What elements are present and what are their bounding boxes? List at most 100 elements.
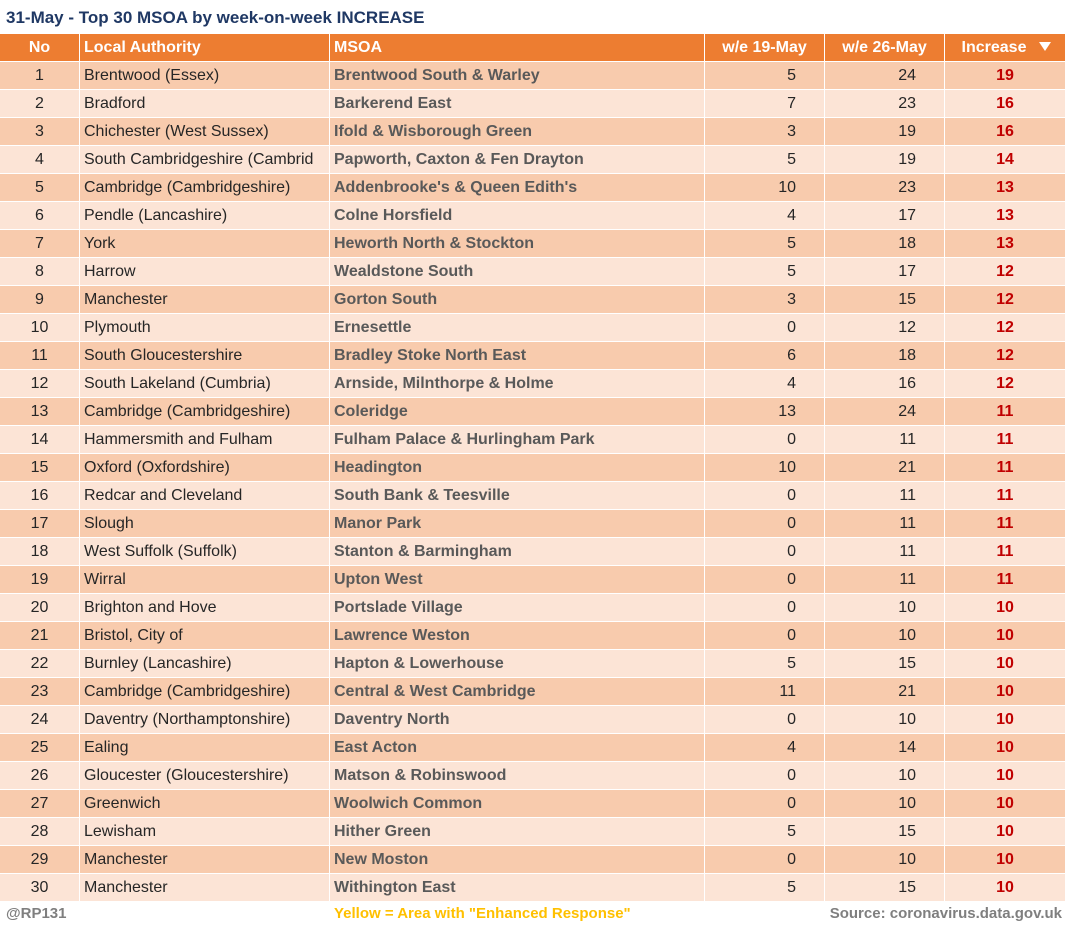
- header-cell[interactable]: Local Authority: [80, 34, 330, 62]
- row-number: 17: [0, 510, 80, 538]
- local-authority: Hammersmith and Fulham: [80, 426, 330, 454]
- msoa: Barkerend East: [330, 90, 705, 118]
- msoa: Arnside, Milnthorpe & Holme: [330, 370, 705, 398]
- week-19-may: 0: [705, 538, 825, 566]
- msoa: Ifold & Wisborough Green: [330, 118, 705, 146]
- row-number: 19: [0, 566, 80, 594]
- increase: 14: [945, 146, 1066, 174]
- week-19-may: 0: [705, 510, 825, 538]
- increase: 11: [945, 510, 1066, 538]
- note: Yellow = Area with "Enhanced Response": [334, 905, 631, 922]
- header-cell[interactable]: Increase: [945, 34, 1066, 62]
- increase: 12: [945, 370, 1066, 398]
- increase: 10: [945, 874, 1066, 902]
- week-19-may: 3: [705, 286, 825, 314]
- increase: 16: [945, 118, 1066, 146]
- increase: 10: [945, 734, 1066, 762]
- header-cell[interactable]: w/e 19-May: [705, 34, 825, 62]
- row-number: 5: [0, 174, 80, 202]
- row-number: 26: [0, 762, 80, 790]
- local-authority: Ealing: [80, 734, 330, 762]
- increase: 12: [945, 314, 1066, 342]
- increase: 10: [945, 650, 1066, 678]
- week-19-may: 0: [705, 762, 825, 790]
- row-number: 25: [0, 734, 80, 762]
- row-number: 22: [0, 650, 80, 678]
- increase: 13: [945, 174, 1066, 202]
- local-authority: West Suffolk (Suffolk): [80, 538, 330, 566]
- msoa: Manor Park: [330, 510, 705, 538]
- msoa: Addenbrooke's & Queen Edith's: [330, 174, 705, 202]
- handle: @RP131: [6, 905, 67, 922]
- local-authority: Slough: [80, 510, 330, 538]
- week-26-may: 24: [825, 62, 945, 90]
- week-26-may: 17: [825, 258, 945, 286]
- local-authority: York: [80, 230, 330, 258]
- msoa: Gorton South: [330, 286, 705, 314]
- week-26-may: 15: [825, 818, 945, 846]
- row-number: 30: [0, 874, 80, 902]
- local-authority: Lewisham: [80, 818, 330, 846]
- header-cell[interactable]: w/e 26-May: [825, 34, 945, 62]
- local-authority: South Gloucestershire: [80, 342, 330, 370]
- local-authority: Cambridge (Cambridgeshire): [80, 398, 330, 426]
- msoa: Woolwich Common: [330, 790, 705, 818]
- week-26-may: 15: [825, 650, 945, 678]
- row-number: 1: [0, 62, 80, 90]
- week-19-may: 10: [705, 454, 825, 482]
- header-cell[interactable]: No: [0, 34, 80, 62]
- row-number: 28: [0, 818, 80, 846]
- week-19-may: 0: [705, 846, 825, 874]
- week-19-may: 13: [705, 398, 825, 426]
- week-26-may: 15: [825, 286, 945, 314]
- week-19-may: 4: [705, 202, 825, 230]
- header-cell[interactable]: MSOA: [330, 34, 705, 62]
- week-26-may: 19: [825, 146, 945, 174]
- week-26-may: 10: [825, 790, 945, 818]
- week-19-may: 7: [705, 90, 825, 118]
- row-number: 24: [0, 706, 80, 734]
- row-number: 6: [0, 202, 80, 230]
- week-26-may: 18: [825, 342, 945, 370]
- week-19-may: 10: [705, 174, 825, 202]
- increase: 10: [945, 790, 1066, 818]
- increase: 10: [945, 594, 1066, 622]
- row-number: 16: [0, 482, 80, 510]
- week-19-may: 5: [705, 230, 825, 258]
- week-19-may: 3: [705, 118, 825, 146]
- msoa: Withington East: [330, 874, 705, 902]
- week-26-may: 23: [825, 90, 945, 118]
- local-authority: Chichester (West Sussex): [80, 118, 330, 146]
- increase: 13: [945, 230, 1066, 258]
- increase: 11: [945, 538, 1066, 566]
- week-26-may: 10: [825, 622, 945, 650]
- increase: 16: [945, 90, 1066, 118]
- week-19-may: 5: [705, 146, 825, 174]
- msoa: Portslade Village: [330, 594, 705, 622]
- week-26-may: 14: [825, 734, 945, 762]
- row-number: 23: [0, 678, 80, 706]
- row-number: 10: [0, 314, 80, 342]
- row-number: 11: [0, 342, 80, 370]
- msoa: Coleridge: [330, 398, 705, 426]
- filter-icon[interactable]: [1039, 42, 1051, 52]
- msoa: Brentwood South & Warley: [330, 62, 705, 90]
- msoa: Matson & Robinswood: [330, 762, 705, 790]
- increase: 11: [945, 454, 1066, 482]
- week-26-may: 10: [825, 762, 945, 790]
- local-authority: Brentwood (Essex): [80, 62, 330, 90]
- week-19-may: 6: [705, 342, 825, 370]
- week-26-may: 24: [825, 398, 945, 426]
- msoa: Ernesettle: [330, 314, 705, 342]
- week-26-may: 11: [825, 426, 945, 454]
- week-26-may: 11: [825, 482, 945, 510]
- row-number: 12: [0, 370, 80, 398]
- local-authority: Manchester: [80, 874, 330, 902]
- msoa: Hither Green: [330, 818, 705, 846]
- local-authority: Wirral: [80, 566, 330, 594]
- increase: 11: [945, 398, 1066, 426]
- week-19-may: 0: [705, 482, 825, 510]
- local-authority: Cambridge (Cambridgeshire): [80, 678, 330, 706]
- increase: 10: [945, 762, 1066, 790]
